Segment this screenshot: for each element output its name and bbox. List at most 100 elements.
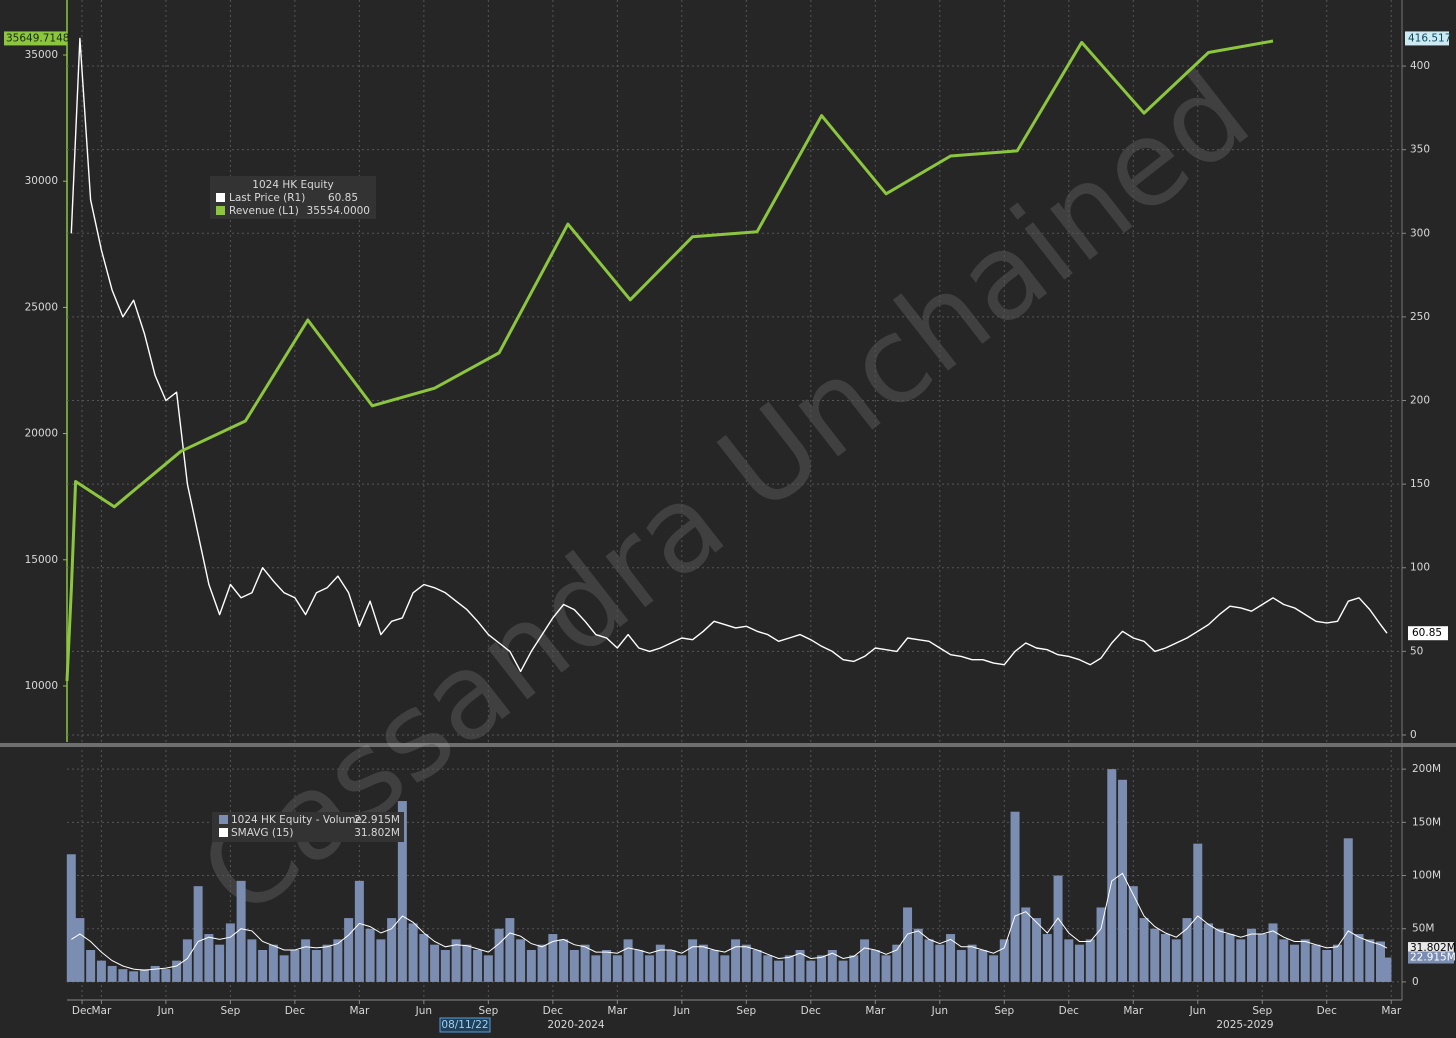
volume-bar — [666, 950, 676, 982]
volume-bar — [1333, 944, 1343, 982]
legend-swatch — [216, 206, 225, 215]
volume-bar — [193, 886, 203, 982]
volume-bar — [1171, 939, 1181, 982]
volume-bar — [86, 950, 96, 982]
volume-bar — [225, 923, 235, 982]
volume-bar — [247, 939, 257, 982]
legend-label: Revenue (L1) — [229, 205, 299, 217]
volume-bar — [440, 950, 450, 982]
volume-bar — [473, 950, 483, 982]
volume-bar — [419, 934, 429, 982]
volume-bar — [236, 880, 246, 982]
y2-tick-label: 100 — [1410, 562, 1430, 574]
volume-bar — [483, 955, 493, 982]
volume-bar — [623, 939, 633, 982]
volume-bar — [580, 944, 590, 982]
volume-bar — [526, 950, 536, 982]
volume-bar — [311, 950, 321, 982]
price-tag-label: 60.85 — [1412, 627, 1442, 639]
volume-bar — [924, 939, 934, 982]
volume-bar — [1204, 923, 1214, 982]
y-tick-label: 25000 — [25, 301, 58, 313]
price-tag — [1408, 626, 1448, 641]
sma-tag — [1408, 942, 1454, 955]
x-period-label: 08/11/22 — [441, 1019, 488, 1031]
volume-bar — [430, 944, 440, 982]
legend-swatch — [216, 193, 225, 202]
volume-bar — [935, 944, 945, 982]
volume-bar — [731, 939, 741, 982]
legend-swatch — [219, 828, 228, 837]
x-tick-label: Jun — [931, 1005, 948, 1017]
volume-bar — [1322, 950, 1332, 982]
y2-tick-label: 300 — [1410, 227, 1430, 239]
volume-bar — [913, 928, 923, 982]
volume-bar — [333, 939, 343, 982]
y-tick-label: 30000 — [25, 175, 58, 187]
volume-bar — [903, 907, 913, 982]
x-tick-label: Mar — [349, 1005, 369, 1017]
volume-bar — [989, 955, 999, 982]
volume-bar — [1010, 811, 1020, 982]
volume-bar — [204, 934, 214, 982]
volume-bar — [784, 955, 794, 982]
y2-tick-label: 200 — [1410, 395, 1430, 407]
legend-label: SMAVG (15) — [231, 827, 293, 839]
volume-bar — [75, 918, 85, 982]
legend-label: 1024 HK Equity - Volume — [231, 814, 362, 826]
x-tick-label: Sep — [736, 1005, 756, 1017]
volume-bar — [66, 854, 76, 982]
volume-bar — [344, 918, 354, 982]
volume-bar — [1257, 934, 1267, 982]
panel-separator — [0, 743, 1456, 747]
volume-bar — [150, 965, 160, 982]
y2-tick-label: 250 — [1410, 311, 1430, 323]
volume-bar — [268, 944, 278, 982]
volume-bar — [258, 950, 268, 982]
x-tick-label: Sep — [1252, 1005, 1272, 1017]
volume-tag-label: 22.915M — [1410, 952, 1456, 964]
volume-bar — [1042, 934, 1052, 982]
volume-bar — [1300, 939, 1310, 982]
high-tag-label: 416.517 — [1408, 32, 1451, 44]
volume-bar — [655, 944, 665, 982]
volume-bar — [978, 950, 988, 982]
x-tick-label: Dec — [801, 1005, 822, 1017]
volume-bar — [698, 944, 708, 982]
left-high-tag — [4, 31, 67, 46]
date-box — [439, 1017, 491, 1033]
legend-value: 31.802M — [354, 827, 400, 839]
volume-bar — [1085, 939, 1095, 982]
volume-bar — [827, 950, 837, 982]
volume-bar — [741, 944, 751, 982]
volume-bar — [161, 969, 171, 982]
high-tag — [1405, 31, 1449, 46]
volume-bar — [677, 955, 687, 982]
volume-bar — [1118, 779, 1128, 982]
volume-bar — [1214, 928, 1224, 982]
volume-bar — [1365, 939, 1375, 982]
y2-tick-label: 50 — [1410, 645, 1423, 657]
sma-line — [71, 872, 1388, 971]
volume-bar — [1182, 918, 1192, 982]
volume-bar — [688, 939, 698, 982]
volume-bar — [387, 918, 397, 982]
volume-bar — [376, 939, 386, 982]
volume-bar — [795, 950, 805, 982]
volume-bar — [1161, 934, 1171, 982]
volume-bar — [279, 955, 289, 982]
volume-bar — [849, 955, 859, 982]
volume-bar — [1247, 928, 1257, 982]
x-tick-label: Jun — [415, 1005, 432, 1017]
volume-bar — [215, 944, 225, 982]
volume-bar — [182, 939, 192, 982]
x-tick-label: Mar — [1123, 1005, 1143, 1017]
sma-tag-label: 31.802M — [1410, 942, 1456, 954]
x-tick-label: Jun — [157, 1005, 174, 1017]
volume-bar — [1053, 875, 1063, 982]
volume-bar — [946, 934, 956, 982]
legend-value: 22.915M — [354, 814, 400, 826]
volume-bar — [838, 960, 848, 982]
